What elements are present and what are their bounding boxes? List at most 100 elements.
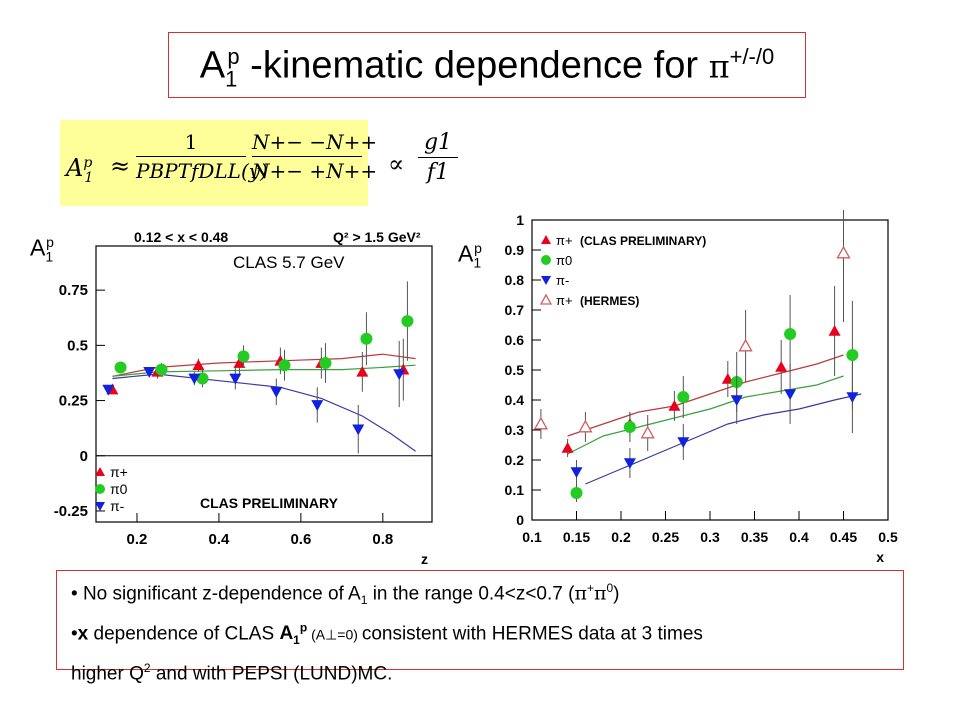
data-point [784,389,797,400]
formula-propto: ∝ [388,150,405,178]
y-tick-label: 0.5 [67,337,88,354]
right-ylabel-sub: 1 [473,254,482,271]
formula-lhs: Ap1 [66,154,93,186]
y-tick-label: 0.6 [505,332,525,348]
x-dependence-chart: 10.90.80.70.60.50.40.30.20.100.1 0.15 0.2 0… [505,210,898,565]
y-tick-label: 0 [80,448,88,465]
x-tick-label: 0.2 [611,529,631,545]
x-tick-label: 0.45 [830,529,857,545]
note-line-1: • No significant z-dependence of A1 in t… [71,581,620,608]
data-point [319,357,332,370]
data-point [828,325,841,336]
data-point [677,437,690,448]
note2-sub: 1 [293,633,300,648]
x-tick-label: 0.6 [290,531,311,548]
x-tick-label: 0.3 [700,529,720,545]
legend-marker [541,235,551,244]
formula-frac1: 1 PBPTfDLL(y) [136,130,268,183]
legend-marker [541,255,551,265]
note2-sup: p [299,621,308,636]
note3-text-a: higher Q [71,663,144,685]
legend-note: (CLAS PRELIMINARY) [580,234,706,248]
data-point [229,373,242,385]
right-ylabel-main: A [458,240,474,267]
data-point [775,361,788,372]
data-point [836,245,851,259]
model-curve [112,373,416,452]
formula-frac3: g1 f1 [418,130,458,185]
chart-watermark: CLAS PRELIMINARY [200,495,339,511]
data-point [188,373,201,385]
legend-label: π+ [556,293,573,308]
x-tick-label: 0.2 [127,531,148,548]
formula-frac3-den: f1 [426,160,450,185]
data-point [102,384,115,396]
note2-x: x [77,623,89,645]
x-tick-label: 0.1 [522,529,542,545]
note-line-3: higher Q2 and with PEPSI (LUND)MC. [71,654,889,688]
x-tick-label: 0.5 [878,529,898,545]
title-charge: +/-/0 [729,44,775,69]
y-tick-label: 0.25 [59,393,88,410]
legend-marker [95,484,105,494]
x-tick-label: 0.4 [789,529,809,545]
data-point [401,315,414,328]
note2-perp: (A⊥=0) [307,626,362,643]
plot-frame [95,245,433,523]
note-line-2: •x dependence of CLAS A1p (A⊥=0) consist… [71,621,703,648]
formula-frac1-num: 1 [184,130,198,154]
data-point [640,425,655,439]
data-point [278,359,291,372]
data-point [784,328,797,340]
y-tick-label: 0.1 [505,482,525,498]
data-point [730,395,743,406]
y-tick-label: 0.2 [505,452,525,468]
note3-sup: 2 [143,661,151,676]
legend-marker [95,467,105,476]
data-point [623,458,636,469]
data-point [570,467,583,478]
formula-lhs-sup: p [83,155,93,171]
note1-zero: 0 [606,581,614,595]
note2-text-a: dependence of CLAS [88,623,280,645]
y-tick-label: 0.9 [505,242,525,258]
formula-frac3-num: g1 [423,130,453,155]
model-curve [567,354,844,437]
z-dependence-chart: 0.75 0.5 0.25 0 -0.25 0.2 0.4 0.6 0.8 z 0.12 < x <… [54,229,433,567]
model-curve [585,393,862,485]
y-tick-label: 0.5 [505,362,525,378]
data-point [561,442,574,453]
left-ylabel-main: A [30,234,46,261]
data-point [668,400,681,411]
data-point [192,359,205,371]
data-point [393,369,406,381]
title-pi: π [708,47,730,86]
formula-lhs-a: A [66,154,84,182]
chart-annotation: CLAS 5.7 GeV [233,253,345,272]
right-chart-ylabel: A1p [458,240,482,270]
y-tick-label: 0.8 [505,272,525,288]
formula-frac2-num: N+− −N++ [252,130,378,154]
data-point [270,386,283,398]
y-tick-label: 0.7 [505,302,525,318]
y-tick-label: -0.25 [54,503,88,520]
legend-label: π0 [110,481,128,497]
legend-label: π- [110,498,125,514]
data-point [143,367,156,378]
legend-label: π- [556,273,569,288]
formula-lhs-sub: 1 [84,169,94,186]
note1-text-b: in the range 0.4<z<0.7 ( [367,583,575,605]
note3-text-b: and with PEPSI (LUND)MC. [150,663,393,685]
data-point [356,365,369,377]
data-point [114,361,127,374]
data-point [360,332,373,345]
data-point [155,363,168,376]
model-curve [567,375,844,455]
note1-sub: 1 [360,593,368,608]
x-axis-label: z [421,551,428,567]
data-point [578,419,593,433]
y-tick-label: 0.3 [505,422,525,438]
right-ylabel-sup: p [474,240,482,256]
data-point [237,350,250,363]
data-point [533,416,549,430]
